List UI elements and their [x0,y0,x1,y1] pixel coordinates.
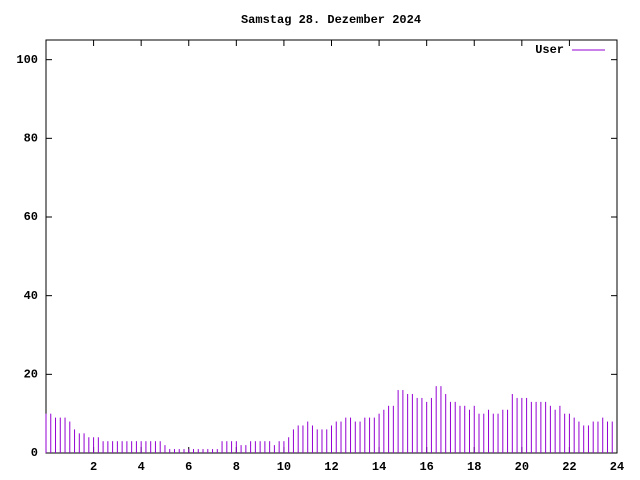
x-tick-label: 14 [372,460,386,474]
x-tick-label: 10 [277,460,291,474]
y-tick-label: 100 [16,53,38,67]
x-tick-label: 12 [324,460,338,474]
y-tick-label: 20 [24,368,38,382]
x-tick-label: 18 [467,460,481,474]
y-tick-label: 80 [24,132,38,146]
y-tick-label: 60 [24,210,38,224]
x-tick-label: 24 [610,460,624,474]
x-tick-label: 16 [419,460,433,474]
x-tick-label: 8 [233,460,240,474]
x-tick-label: 6 [185,460,192,474]
x-tick-label: 2 [90,460,97,474]
x-tick-label: 22 [562,460,576,474]
x-tick-label: 4 [138,460,145,474]
legend-label: User [535,43,564,57]
chart-title: Samstag 28. Dezember 2024 [241,13,421,27]
y-tick-label: 40 [24,289,38,303]
x-tick-label: 20 [515,460,529,474]
y-tick-label: 0 [31,446,38,460]
